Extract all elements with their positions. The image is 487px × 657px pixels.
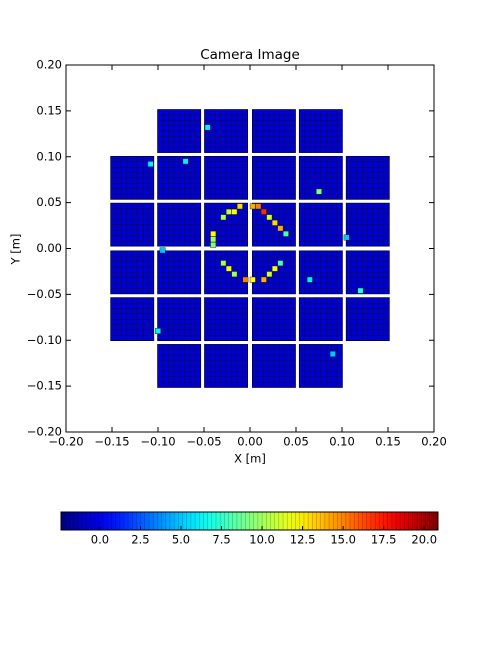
camera-pixel bbox=[210, 236, 217, 243]
x-tick-label: −0.10 bbox=[140, 435, 175, 449]
pixel-grid bbox=[157, 109, 201, 153]
camera-pixel bbox=[329, 351, 336, 357]
pixel-grid bbox=[157, 297, 201, 341]
camera-pixel bbox=[225, 208, 232, 215]
y-tick-label: 0.10 bbox=[36, 149, 62, 163]
pixel-grid bbox=[157, 156, 201, 200]
colorbar-tick-label: 0.0 bbox=[91, 533, 109, 547]
colorbar-tick-label: 2.5 bbox=[131, 533, 149, 547]
pixel-grid bbox=[252, 344, 296, 388]
x-tick-label: −0.05 bbox=[186, 435, 221, 449]
x-tick-label: 0.10 bbox=[329, 435, 355, 449]
camera-pixel bbox=[255, 203, 262, 210]
y-tick-label: 0.15 bbox=[36, 103, 62, 117]
camera-pixel bbox=[147, 161, 154, 167]
colorbar-tick-label: 17.5 bbox=[371, 533, 397, 547]
pixel-grid bbox=[252, 109, 296, 153]
pixel-grid bbox=[299, 203, 343, 247]
camera-pixel bbox=[277, 225, 284, 232]
pixel-grid bbox=[110, 250, 154, 294]
camera-pixel bbox=[277, 260, 284, 267]
pixel-grid bbox=[204, 109, 248, 153]
colorbar-dividers bbox=[64, 512, 435, 530]
camera-pixel bbox=[182, 158, 189, 165]
pixel-grid bbox=[299, 297, 343, 341]
camera-pixel bbox=[260, 276, 267, 283]
camera-pixel bbox=[343, 234, 350, 241]
pixel-grid bbox=[299, 344, 343, 388]
pixel-grid bbox=[346, 297, 390, 341]
y-tick-label: −0.10 bbox=[27, 333, 62, 347]
camera-pixel bbox=[231, 271, 238, 278]
x-tick-label: 0.00 bbox=[237, 435, 263, 449]
pixel-grid bbox=[110, 203, 154, 247]
y-tick-label: 0.20 bbox=[36, 58, 62, 72]
camera-pixel bbox=[271, 265, 278, 272]
camera-pixel bbox=[231, 208, 238, 215]
camera-pixel bbox=[220, 260, 227, 267]
pixel-grid bbox=[299, 156, 343, 200]
camera-pixel bbox=[220, 214, 227, 221]
camera-pixel bbox=[316, 188, 322, 195]
x-tick-label: 0.20 bbox=[421, 435, 447, 449]
x-tick-label: −0.15 bbox=[94, 435, 129, 449]
x-tick-label: −0.20 bbox=[48, 435, 83, 449]
pixel-grid bbox=[252, 297, 296, 341]
y-tick-label: 0.00 bbox=[36, 241, 62, 255]
colorbar-tick-label: 15.0 bbox=[330, 533, 356, 547]
colorbar-tick-label: 7.5 bbox=[212, 533, 230, 547]
x-axis-label: X [m] bbox=[234, 452, 266, 466]
pixel-grid bbox=[157, 203, 201, 247]
pixel-grid bbox=[299, 109, 343, 153]
plot-frame bbox=[65, 64, 435, 433]
pixel-grid bbox=[110, 297, 154, 341]
pixel-grid bbox=[204, 344, 248, 388]
pixel-grid bbox=[346, 250, 390, 294]
colorbar-tick-label: 20.0 bbox=[411, 533, 437, 547]
camera-pixel bbox=[242, 276, 249, 283]
camera-pixel bbox=[271, 219, 278, 226]
pixel-grid bbox=[252, 156, 296, 200]
pixel-grid bbox=[110, 156, 154, 200]
y-tick-label: −0.15 bbox=[27, 379, 62, 393]
pixel-grid bbox=[204, 156, 248, 200]
camera-pixel bbox=[266, 214, 273, 221]
colorbar-tick-label: 12.5 bbox=[290, 533, 316, 547]
camera-pixel bbox=[155, 328, 161, 334]
camera-pixel bbox=[357, 287, 364, 294]
camera-pixel bbox=[236, 203, 243, 210]
camera-pixel bbox=[249, 203, 256, 210]
camera-pixel bbox=[204, 124, 211, 131]
pixel-grid bbox=[157, 344, 201, 388]
y-tick-label: −0.05 bbox=[27, 287, 62, 301]
camera-pixel bbox=[306, 276, 313, 283]
pixel-grid bbox=[299, 250, 343, 294]
camera-pixel bbox=[210, 230, 217, 237]
camera-pixel bbox=[266, 271, 273, 278]
y-tick-label: −0.20 bbox=[27, 425, 62, 439]
colorbar-tick-label: 10.0 bbox=[249, 533, 275, 547]
camera-pixel bbox=[225, 265, 232, 272]
x-tick-label: 0.15 bbox=[375, 435, 401, 449]
pixel-grid bbox=[346, 203, 390, 247]
pixel-grid bbox=[204, 297, 248, 341]
pixel-grid bbox=[346, 156, 390, 200]
chart-title: Camera Image bbox=[200, 47, 300, 63]
y-axis-label: Y [m] bbox=[9, 234, 23, 266]
camera-pixel bbox=[260, 208, 267, 215]
colorbar-tick-label: 5.0 bbox=[172, 533, 190, 547]
y-tick-label: 0.05 bbox=[36, 195, 62, 209]
pixel-grid bbox=[157, 250, 201, 294]
x-tick-label: 0.05 bbox=[283, 435, 309, 449]
camera-pixel bbox=[159, 247, 166, 254]
camera-pixel bbox=[210, 241, 217, 248]
camera-pixel bbox=[249, 276, 256, 283]
camera-pixel bbox=[282, 230, 289, 237]
